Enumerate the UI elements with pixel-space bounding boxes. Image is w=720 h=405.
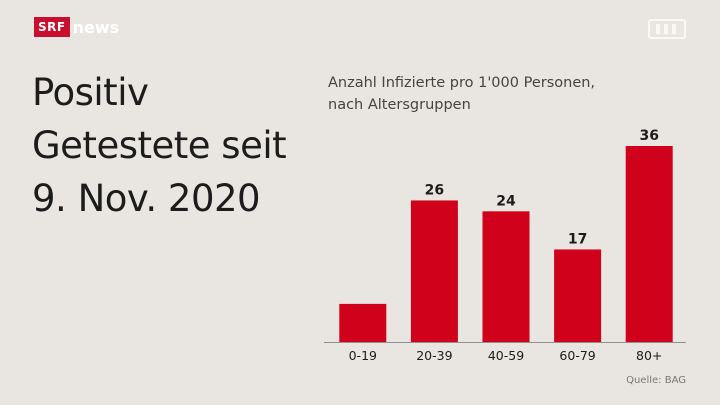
value-label-40-59: 24 bbox=[496, 193, 516, 209]
headline-line-1: Positiv bbox=[32, 71, 149, 114]
tick-label-20-39: 20-39 bbox=[416, 348, 452, 363]
source-note: Quelle: BAG bbox=[626, 375, 686, 386]
tick-label-40-59: 40-59 bbox=[488, 348, 524, 363]
srf-logo-box: SRF bbox=[34, 17, 70, 37]
srf-news-logo: SRF news bbox=[34, 17, 119, 37]
bar-40-59 bbox=[482, 211, 530, 342]
bar-0-19 bbox=[339, 303, 387, 342]
tick-label-0-19: 0-19 bbox=[349, 348, 377, 363]
bar-80+ bbox=[625, 146, 673, 342]
news-logo-text: news bbox=[72, 17, 120, 37]
value-label-20-39: 26 bbox=[425, 182, 444, 198]
value-label-60-79: 17 bbox=[568, 231, 587, 247]
headline-line-3: 9. Nov. 2020 bbox=[32, 177, 261, 220]
headline-line-2: Getestete seit bbox=[32, 124, 287, 167]
value-label-80+: 36 bbox=[639, 128, 658, 144]
chart-title: Anzahl Infizierte pro 1'000 Personen, na… bbox=[328, 72, 688, 116]
tick-label-60-79: 60-79 bbox=[559, 348, 595, 363]
bar-60-79 bbox=[554, 249, 602, 342]
tick-label-80+: 80+ bbox=[636, 348, 662, 363]
srf-watermark-icon bbox=[648, 18, 686, 40]
chart-title-line-2: nach Altersgruppen bbox=[328, 97, 471, 113]
chart-title-line-1: Anzahl Infizierte pro 1'000 Personen, bbox=[328, 75, 596, 91]
srf-watermark-glyph bbox=[648, 19, 686, 39]
bar-20-39 bbox=[410, 200, 458, 342]
headline: Positiv Getestete seit 9. Nov. 2020 bbox=[32, 66, 302, 225]
